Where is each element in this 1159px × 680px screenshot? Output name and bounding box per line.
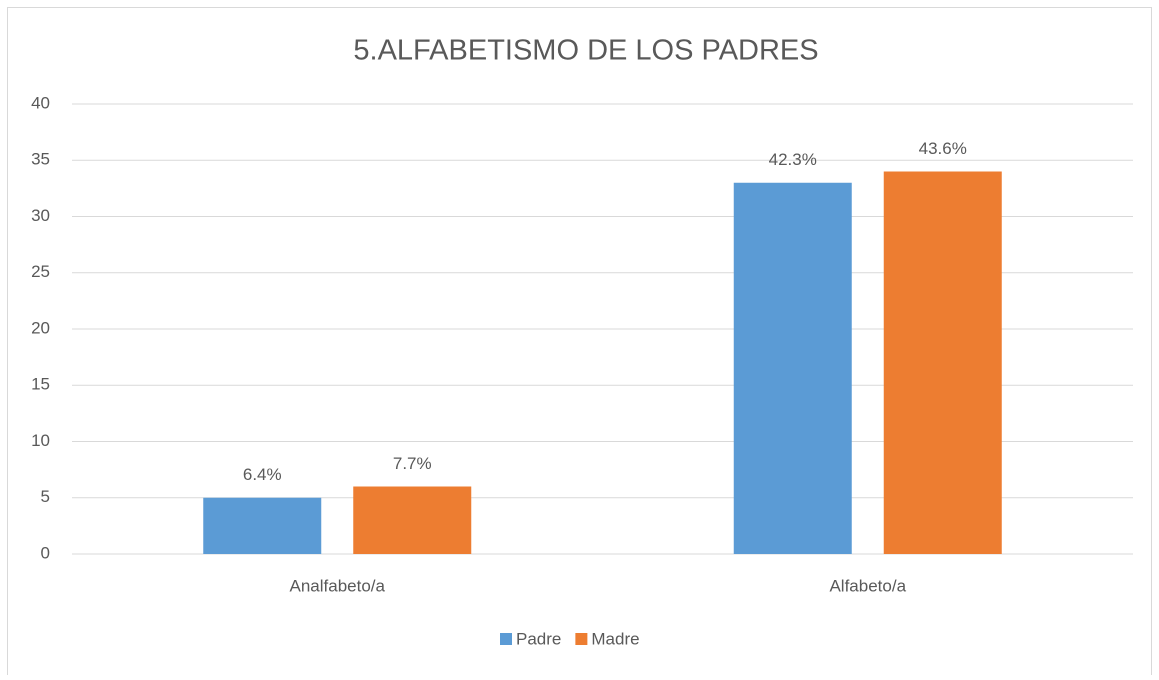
y-tick-label: 40 — [31, 93, 50, 112]
data-label: 6.4% — [243, 465, 282, 484]
bar — [353, 486, 472, 554]
data-label: 7.7% — [393, 454, 432, 473]
y-tick-label: 20 — [31, 318, 50, 337]
data-label: 43.6% — [919, 139, 967, 158]
x-tick-label: Alfabeto/a — [829, 576, 906, 595]
legend-label: Madre — [591, 629, 639, 648]
y-tick-label: 0 — [41, 543, 50, 562]
bar — [883, 171, 1002, 554]
data-label: 42.3% — [769, 150, 817, 169]
x-tick-label: Analfabeto/a — [290, 576, 386, 595]
y-tick-label: 15 — [31, 375, 50, 394]
legend-swatch — [500, 633, 512, 645]
y-tick-label: 5 — [41, 487, 50, 506]
y-tick-label: 10 — [31, 431, 50, 450]
bar — [203, 497, 322, 554]
legend-swatch — [575, 633, 588, 645]
y-tick-label: 30 — [31, 206, 50, 225]
chart-title: 5.ALFABETISMO DE LOS PADRES — [353, 35, 818, 67]
y-tick-label: 25 — [31, 262, 50, 281]
y-tick-label: 35 — [31, 150, 50, 169]
legend-label: Padre — [516, 629, 561, 648]
bar — [733, 182, 852, 554]
